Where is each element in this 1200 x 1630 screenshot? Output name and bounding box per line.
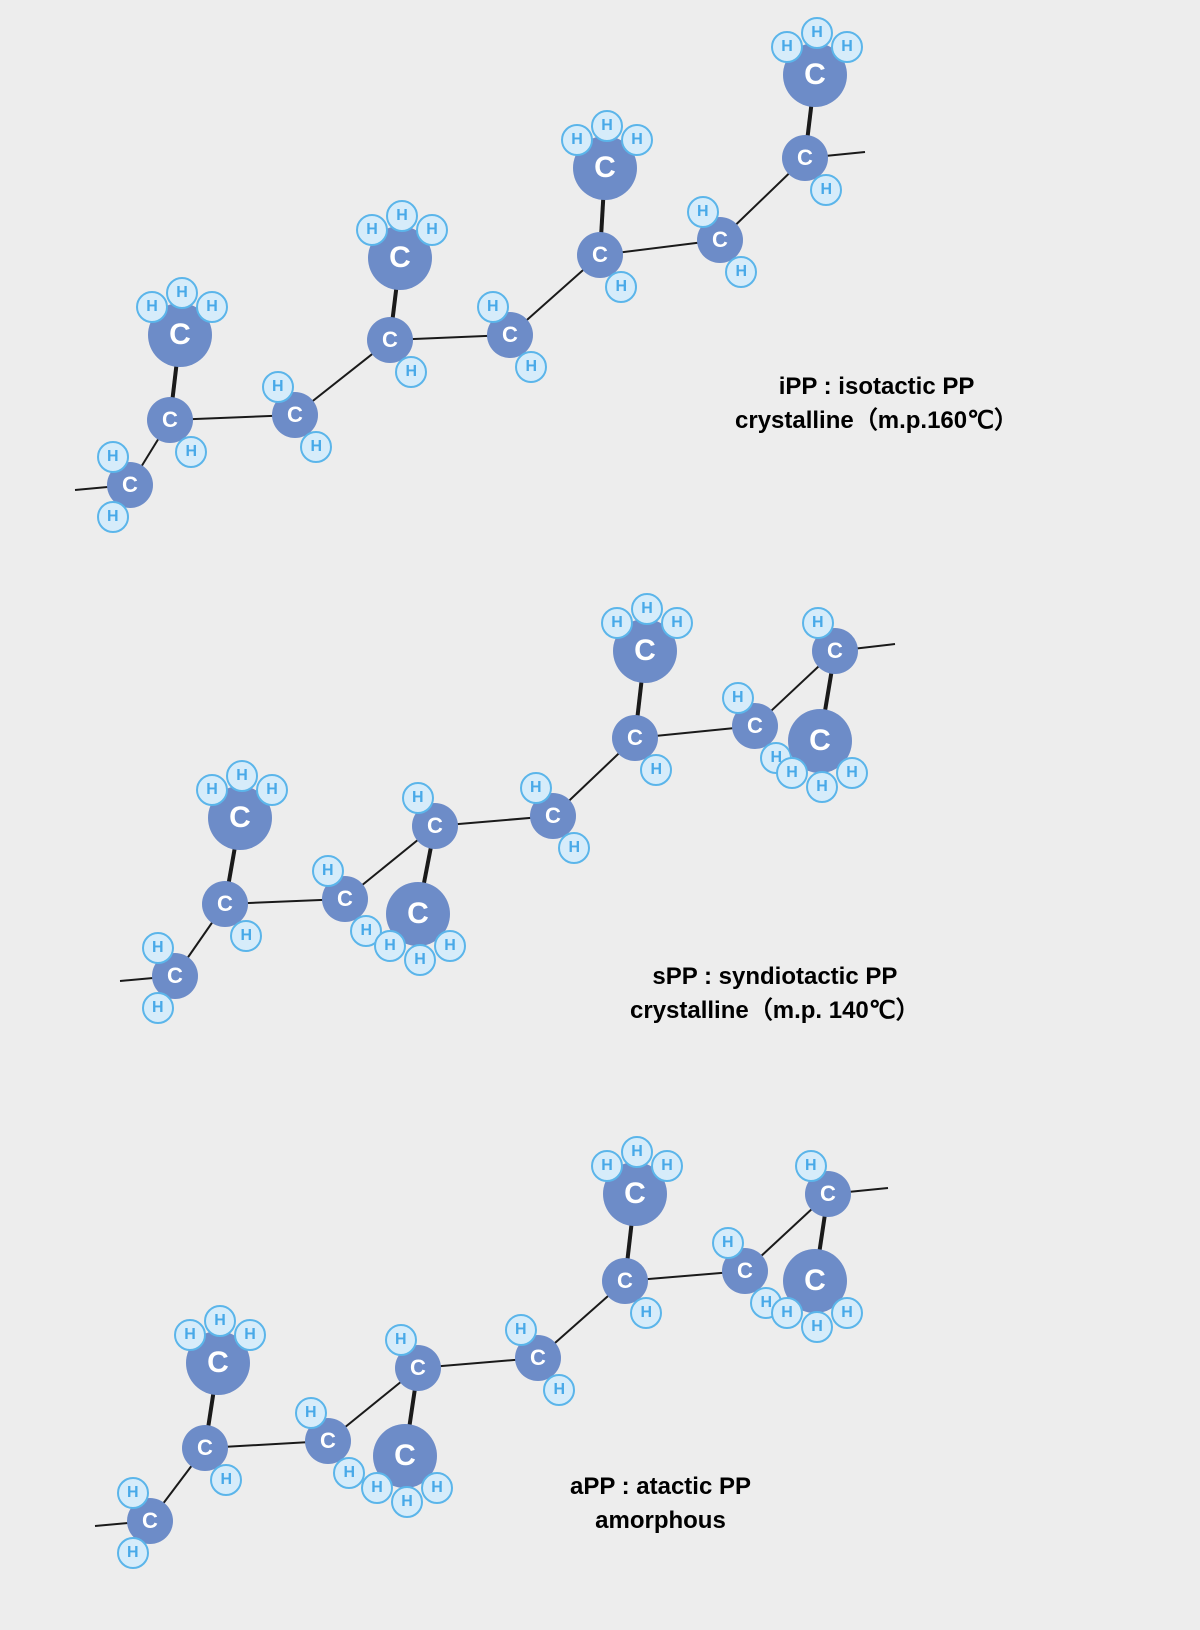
h-atom: H bbox=[434, 930, 466, 962]
h-atom: H bbox=[97, 441, 129, 473]
h-atom: H bbox=[395, 356, 427, 388]
h-atom: H bbox=[230, 920, 262, 952]
h-atom: H bbox=[386, 200, 418, 232]
structure-spp: CCCCCCCCHHHHHHHHHHHHCHHHCHHHCHHHCHHH bbox=[0, 556, 1200, 1076]
h-atom: H bbox=[520, 772, 552, 804]
h-atom: H bbox=[651, 1150, 683, 1182]
h-atom: H bbox=[295, 1397, 327, 1429]
h-atom: H bbox=[802, 607, 834, 639]
h-atom: H bbox=[226, 760, 258, 792]
h-atom: H bbox=[605, 271, 637, 303]
h-atom: H bbox=[416, 214, 448, 246]
h-atom: H bbox=[142, 992, 174, 1024]
h-atom: H bbox=[204, 1305, 236, 1337]
label-line2: crystalline（m.p.160℃） bbox=[735, 404, 1018, 438]
h-atom: H bbox=[117, 1477, 149, 1509]
h-atom: H bbox=[210, 1464, 242, 1496]
h-atom: H bbox=[174, 1319, 206, 1351]
h-atom: H bbox=[771, 31, 803, 63]
h-atom: H bbox=[631, 593, 663, 625]
h-atom: H bbox=[601, 607, 633, 639]
h-atom: H bbox=[687, 196, 719, 228]
h-atom: H bbox=[312, 855, 344, 887]
h-atom: H bbox=[404, 944, 436, 976]
h-atom: H bbox=[256, 774, 288, 806]
h-atom: H bbox=[421, 1472, 453, 1504]
h-atom: H bbox=[725, 256, 757, 288]
label-line2: crystalline（m.p. 140℃） bbox=[630, 994, 920, 1028]
h-atom: H bbox=[361, 1472, 393, 1504]
h-atom: H bbox=[515, 351, 547, 383]
h-atom: H bbox=[621, 124, 653, 156]
h-atom: H bbox=[175, 436, 207, 468]
h-atom: H bbox=[831, 31, 863, 63]
label-app: aPP : atactic PPamorphous bbox=[570, 1470, 751, 1537]
h-atom: H bbox=[806, 771, 838, 803]
h-atom: H bbox=[776, 757, 808, 789]
label-line1: aPP : atactic PP bbox=[570, 1470, 751, 1504]
h-atom: H bbox=[196, 774, 228, 806]
h-atom: H bbox=[234, 1319, 266, 1351]
h-atom: H bbox=[640, 754, 672, 786]
h-atom: H bbox=[142, 932, 174, 964]
h-atom: H bbox=[561, 124, 593, 156]
h-atom: H bbox=[505, 1314, 537, 1346]
h-atom: H bbox=[621, 1136, 653, 1168]
h-atom: H bbox=[356, 214, 388, 246]
h-atom: H bbox=[97, 501, 129, 533]
h-atom: H bbox=[117, 1537, 149, 1569]
h-atom: H bbox=[166, 277, 198, 309]
h-atom: H bbox=[374, 930, 406, 962]
h-atom: H bbox=[630, 1297, 662, 1329]
label-line1: sPP : syndiotactic PP bbox=[630, 960, 920, 994]
h-atom: H bbox=[661, 607, 693, 639]
h-atom: H bbox=[795, 1150, 827, 1182]
h-atom: H bbox=[262, 371, 294, 403]
label-line2: amorphous bbox=[570, 1504, 751, 1538]
h-atom: H bbox=[543, 1374, 575, 1406]
h-atom: H bbox=[136, 291, 168, 323]
h-atom: H bbox=[771, 1297, 803, 1329]
h-atom: H bbox=[300, 431, 332, 463]
h-atom: H bbox=[477, 291, 509, 323]
h-atom: H bbox=[810, 174, 842, 206]
h-atom: H bbox=[722, 682, 754, 714]
structure-ipp: CCCCCCCCHHHHHHHHHHHHCHHHCHHHCHHHCHHH bbox=[0, 40, 1200, 560]
label-ipp: iPP : isotactic PPcrystalline（m.p.160℃） bbox=[735, 370, 1018, 437]
h-atom: H bbox=[831, 1297, 863, 1329]
h-atom: H bbox=[558, 832, 590, 864]
h-atom: H bbox=[402, 782, 434, 814]
h-atom: H bbox=[385, 1324, 417, 1356]
label-spp: sPP : syndiotactic PPcrystalline（m.p. 14… bbox=[630, 960, 920, 1027]
h-atom: H bbox=[391, 1486, 423, 1518]
h-atom: H bbox=[801, 1311, 833, 1343]
h-atom: H bbox=[591, 110, 623, 142]
h-atom: H bbox=[712, 1227, 744, 1259]
h-atom: H bbox=[836, 757, 868, 789]
label-line1: iPP : isotactic PP bbox=[735, 370, 1018, 404]
h-atom: H bbox=[591, 1150, 623, 1182]
h-atom: H bbox=[801, 17, 833, 49]
h-atom: H bbox=[196, 291, 228, 323]
